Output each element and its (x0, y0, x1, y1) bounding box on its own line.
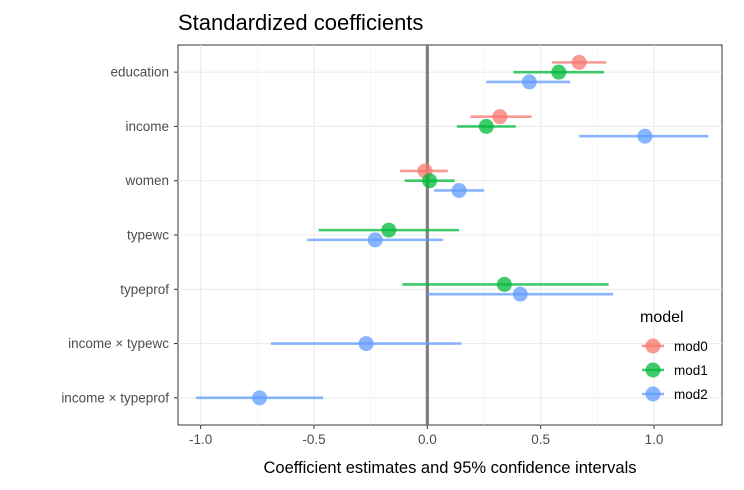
estimate-mod2-typeprof (427, 286, 614, 302)
legend-label: mod2 (674, 387, 708, 402)
data-marks (196, 54, 709, 406)
point-estimate (571, 54, 587, 70)
point-estimate (367, 232, 383, 248)
y-axis: education income women typewc typeprof income… (61, 65, 178, 405)
estimate-mod0-education (552, 54, 607, 70)
point-estimate (496, 276, 512, 292)
estimate-mod2-income-typewc (270, 336, 462, 352)
legend-title: model (640, 309, 684, 326)
legend-label: mod1 (674, 363, 708, 378)
legend-item-mod0: mod0 (642, 338, 708, 354)
y-tick-label-education: education (110, 65, 169, 80)
point-estimate (637, 128, 653, 144)
point-estimate (358, 336, 374, 352)
point-estimate (521, 74, 537, 90)
y-tick-label-typewc: typewc (127, 228, 169, 243)
x-tick-label: -0.5 (302, 432, 325, 447)
point-estimate (451, 182, 467, 198)
y-tick-label-typeprof: typeprof (120, 282, 169, 297)
legend-key-point (645, 386, 661, 402)
legend: model mod0 mod1 mod2 (640, 309, 708, 402)
legend-key-point (645, 338, 661, 354)
estimate-mod1-typeprof (402, 276, 609, 292)
y-tick-label-income-typeprof: income × typeprof (61, 390, 169, 405)
estimate-mod2-income-typeprof (196, 390, 324, 406)
estimate-mod1-typewc (318, 222, 460, 238)
estimate-mod1-women (404, 173, 455, 189)
estimate-mod2-education (486, 74, 571, 90)
estimate-mod1-income (456, 118, 516, 134)
legend-item-mod2: mod2 (642, 386, 708, 402)
x-axis-title: Coefficient estimates and 95% confidence… (264, 459, 637, 477)
estimate-mod2-typewc (307, 232, 444, 248)
point-estimate (381, 222, 397, 238)
chart-title: Standardized coefficients (178, 10, 423, 35)
x-tick-label: 0.5 (531, 432, 550, 447)
x-tick-label: 1.0 (645, 432, 664, 447)
point-estimate (478, 118, 494, 134)
y-tick-label-women: women (124, 173, 169, 188)
y-tick-label-income-typewc: income × typewc (68, 336, 169, 351)
estimate-mod0-income (470, 109, 532, 125)
estimate-mod2-income (579, 128, 709, 144)
x-tick-label: -1.0 (189, 432, 212, 447)
point-estimate (492, 109, 508, 125)
x-axis: -1.0 -0.5 0.0 0.5 1.0 (189, 425, 663, 447)
x-tick-label: 0.0 (418, 432, 437, 447)
estimate-mod2-women (434, 182, 484, 198)
legend-item-mod1: mod1 (642, 362, 708, 378)
legend-label: mod0 (674, 339, 708, 354)
y-tick-label-income: income (125, 119, 169, 134)
point-estimate (422, 173, 438, 189)
point-estimate (551, 64, 567, 80)
legend-key-point (645, 362, 661, 378)
point-estimate (252, 390, 268, 406)
estimate-mod1-education (513, 64, 605, 80)
point-estimate (512, 286, 528, 302)
